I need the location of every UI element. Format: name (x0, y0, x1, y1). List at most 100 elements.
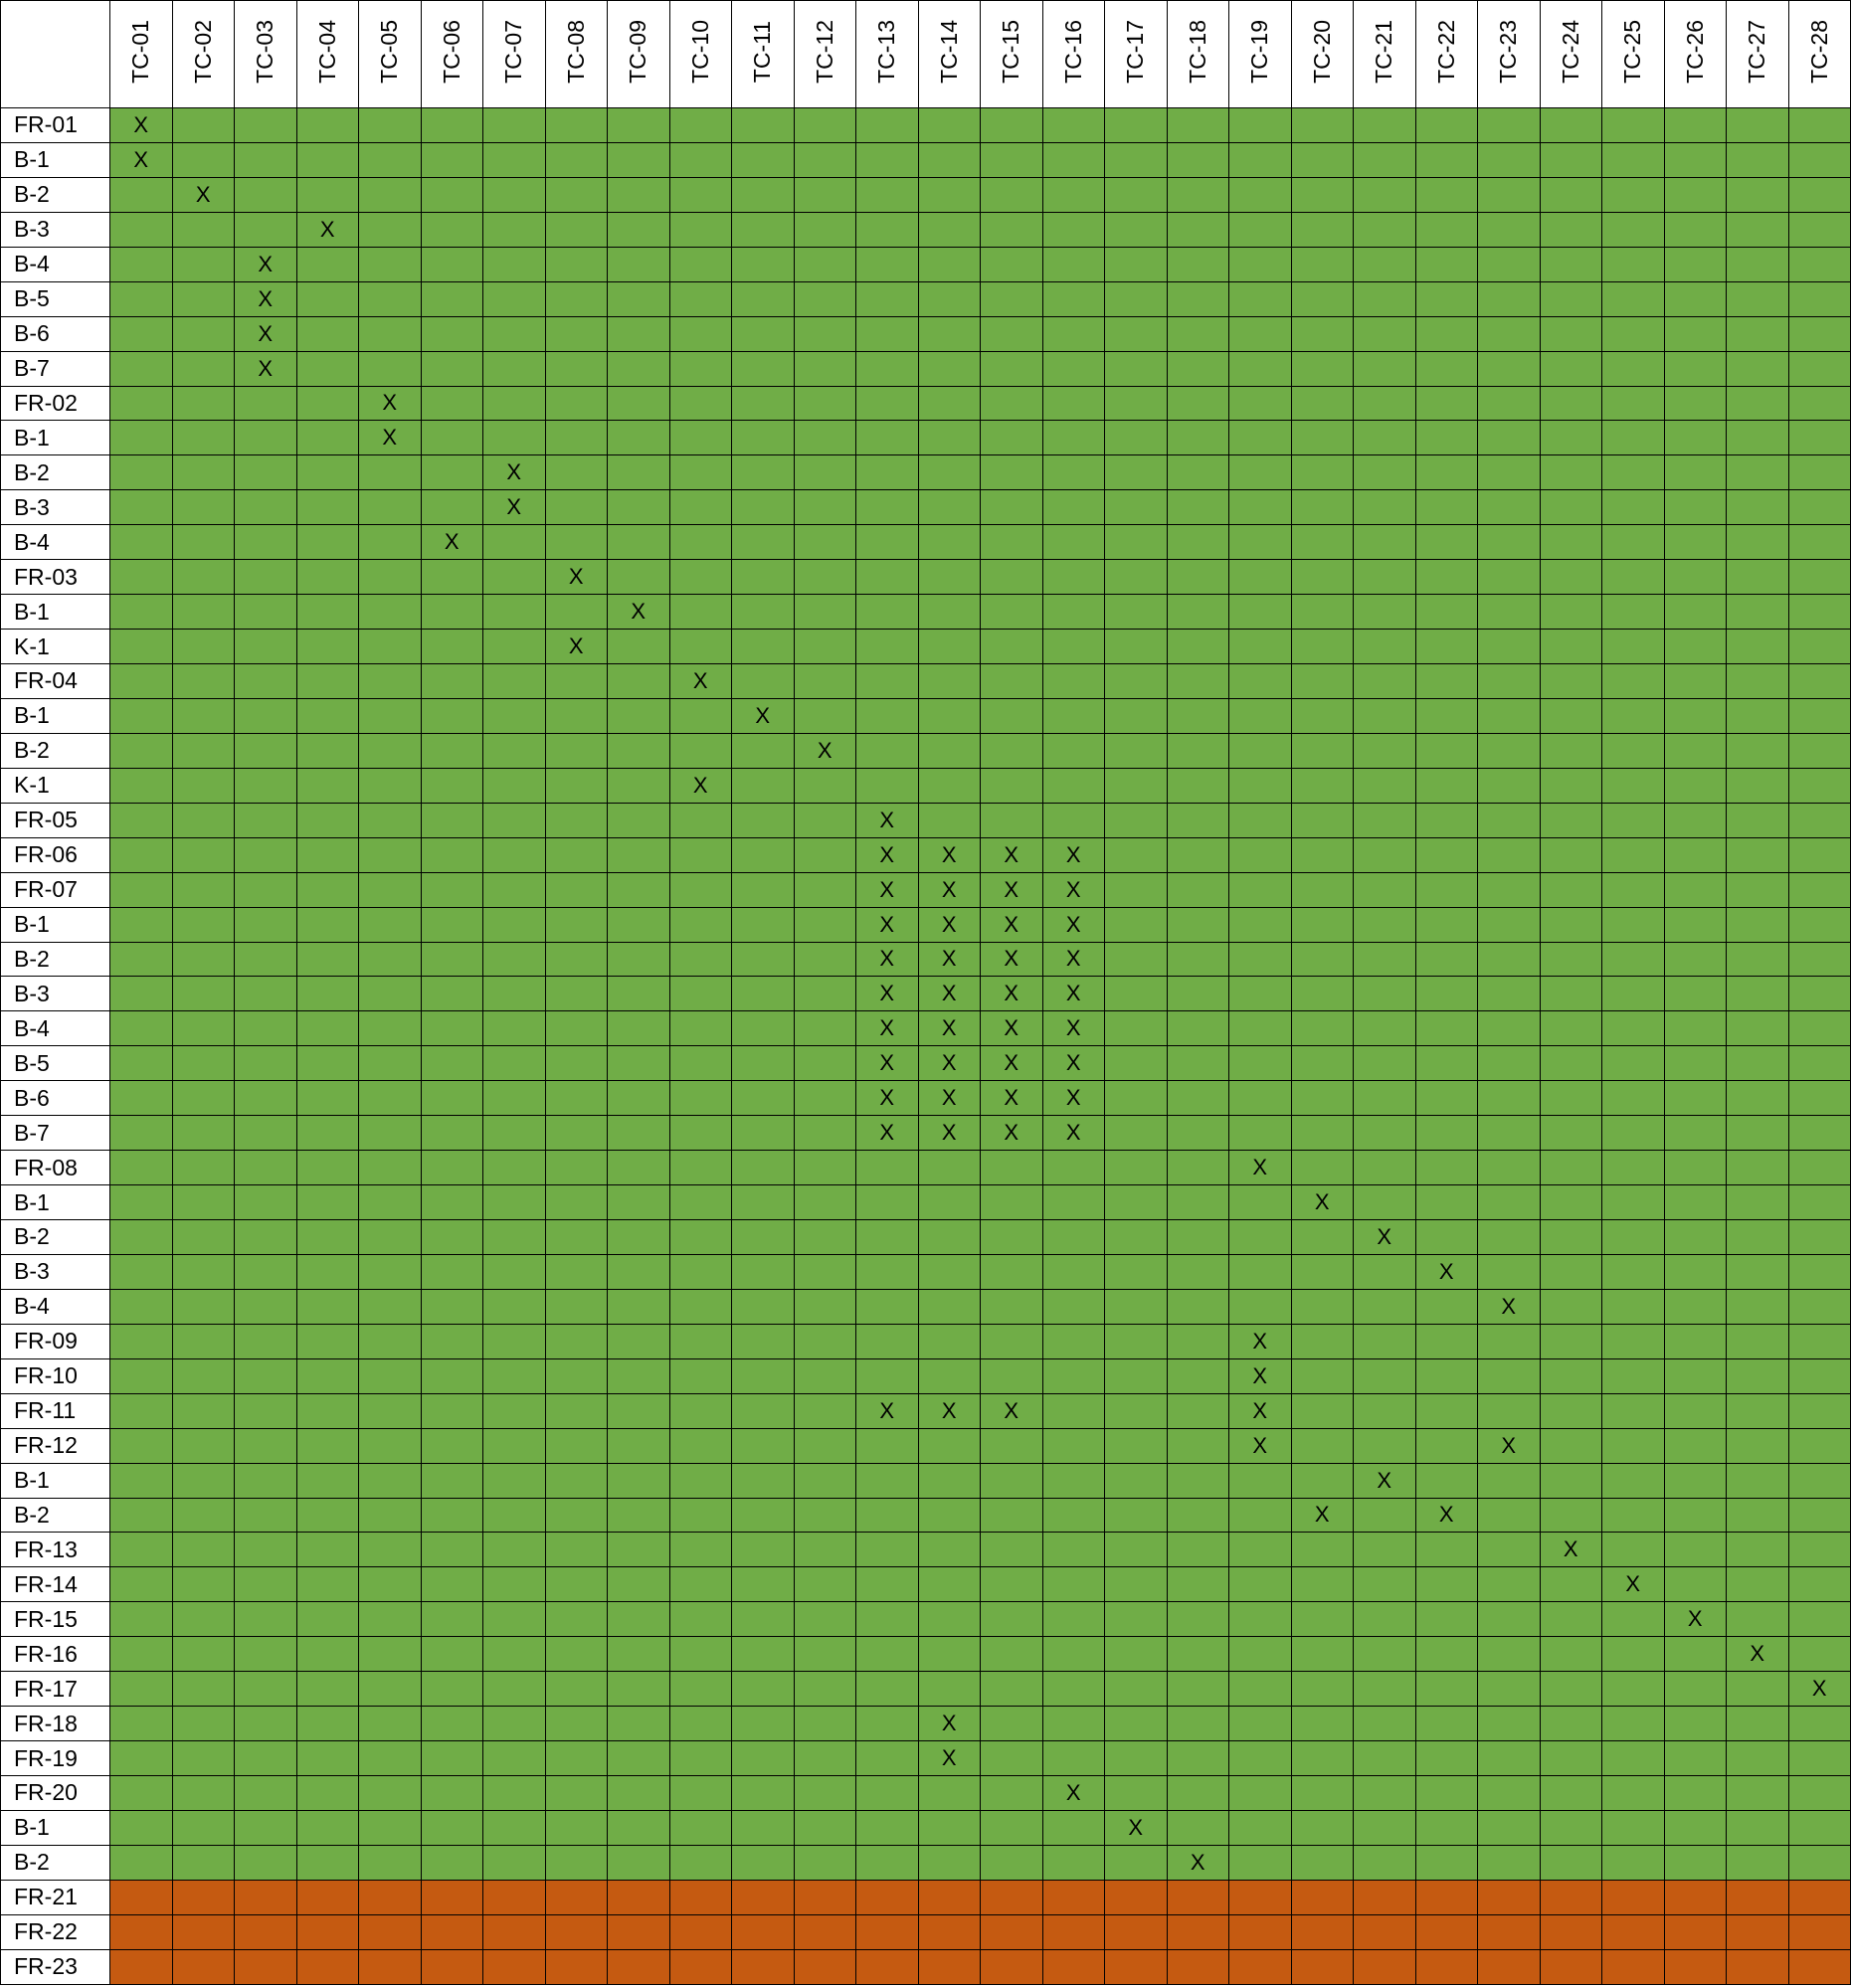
matrix-cell (1477, 1253, 1541, 1290)
matrix-cell (1228, 1740, 1292, 1776)
matrix-cell (295, 1671, 359, 1708)
matrix-cell (1726, 1497, 1789, 1534)
matrix-cell (668, 1671, 732, 1708)
matrix-cell-marked: X (1228, 1323, 1292, 1359)
matrix-cell (980, 1288, 1043, 1325)
row-label: FR-16 (0, 1636, 110, 1673)
matrix-cell (1663, 1775, 1727, 1811)
matrix-cell (295, 732, 359, 769)
matrix-cell (544, 1497, 608, 1534)
matrix-cell (1353, 1010, 1416, 1047)
matrix-cell (295, 559, 359, 596)
matrix-cell (171, 594, 235, 631)
matrix-cell (295, 315, 359, 352)
matrix-cell (793, 385, 856, 422)
matrix-cell (1663, 315, 1727, 352)
matrix-cell (1228, 941, 1292, 978)
table-row: B-2 X X X X (0, 941, 1851, 978)
matrix-cell (171, 663, 235, 699)
matrix-cell (980, 141, 1043, 178)
matrix-cell-marked: X (1353, 1462, 1416, 1499)
matrix-cell (358, 1497, 422, 1534)
matrix-cell (731, 176, 795, 213)
matrix-cell (1787, 976, 1851, 1012)
matrix-cell (1539, 315, 1602, 352)
matrix-cell (1601, 1253, 1665, 1290)
matrix-cell (1104, 1184, 1168, 1220)
row-label: B-2 (0, 454, 110, 491)
matrix-cell (109, 1219, 173, 1255)
matrix-cell (1539, 107, 1602, 143)
matrix-cell (1477, 871, 1541, 908)
table-row: B-6 X (0, 315, 1851, 352)
matrix-cell (793, 1357, 856, 1394)
matrix-cell (1787, 211, 1851, 248)
matrix-cell (295, 1357, 359, 1394)
matrix-cell (420, 454, 483, 491)
matrix-cell-marked: X (1663, 1601, 1727, 1638)
matrix-cell-marked: X (917, 836, 981, 873)
matrix-cell (544, 767, 608, 804)
matrix-cell (1414, 1357, 1478, 1394)
matrix-cell (358, 976, 422, 1012)
matrix-cell (1041, 1566, 1105, 1603)
matrix-cell (234, 489, 297, 526)
matrix-cell (420, 1671, 483, 1708)
matrix-cell (544, 802, 608, 838)
matrix-cell (607, 141, 670, 178)
matrix-cell (1601, 1497, 1665, 1534)
matrix-cell (420, 1184, 483, 1220)
matrix-cell (482, 836, 546, 873)
matrix-cell (1104, 906, 1168, 943)
matrix-cell (793, 767, 856, 804)
matrix-cell (668, 315, 732, 352)
matrix-cell (1663, 1636, 1727, 1673)
matrix-cell (793, 1219, 856, 1255)
matrix-cell (358, 1671, 422, 1708)
matrix-cell (420, 1219, 483, 1255)
row-label: B-2 (0, 1497, 110, 1534)
matrix-cell (1726, 976, 1789, 1012)
matrix-cell (482, 176, 546, 213)
matrix-cell (420, 141, 483, 178)
matrix-cell (855, 211, 919, 248)
matrix-cell (1353, 1948, 1416, 1985)
matrix-cell (668, 836, 732, 873)
matrix-cell (420, 1253, 483, 1290)
matrix-cell-marked: X (855, 1115, 919, 1152)
matrix-cell (1601, 767, 1665, 804)
row-label: B-6 (0, 1080, 110, 1117)
matrix-cell (1353, 1532, 1416, 1568)
matrix-cell (1104, 141, 1168, 178)
matrix-cell (358, 1913, 422, 1950)
matrix-cell (1726, 1392, 1789, 1429)
row-label: B-2 (0, 176, 110, 213)
matrix-cell (295, 1323, 359, 1359)
matrix-cell (731, 1427, 795, 1464)
matrix-cell (1353, 802, 1416, 838)
matrix-cell (980, 559, 1043, 596)
matrix-cell (544, 732, 608, 769)
matrix-cell (1228, 1532, 1292, 1568)
matrix-cell (980, 1913, 1043, 1950)
matrix-cell (1787, 1150, 1851, 1186)
matrix-cell (1787, 1809, 1851, 1846)
matrix-cell (1290, 1879, 1354, 1915)
column-header: TC-02 (171, 0, 235, 108)
matrix-cell (668, 871, 732, 908)
matrix-cell-marked: X (1601, 1566, 1665, 1603)
matrix-cell-marked: X (855, 906, 919, 943)
table-row: FR-16 X (0, 1636, 1851, 1673)
matrix-cell (1104, 385, 1168, 422)
matrix-cell (1041, 489, 1105, 526)
matrix-cell (358, 1601, 422, 1638)
matrix-cell (668, 1913, 732, 1950)
matrix-cell (1166, 350, 1229, 387)
column-header-label: TC-24 (1557, 20, 1583, 84)
matrix-cell (109, 246, 173, 282)
matrix-cell (1414, 1671, 1478, 1708)
table-row: B-4 X (0, 246, 1851, 282)
matrix-cell (1104, 1253, 1168, 1290)
matrix-cell (1104, 1844, 1168, 1881)
matrix-cell (234, 524, 297, 561)
